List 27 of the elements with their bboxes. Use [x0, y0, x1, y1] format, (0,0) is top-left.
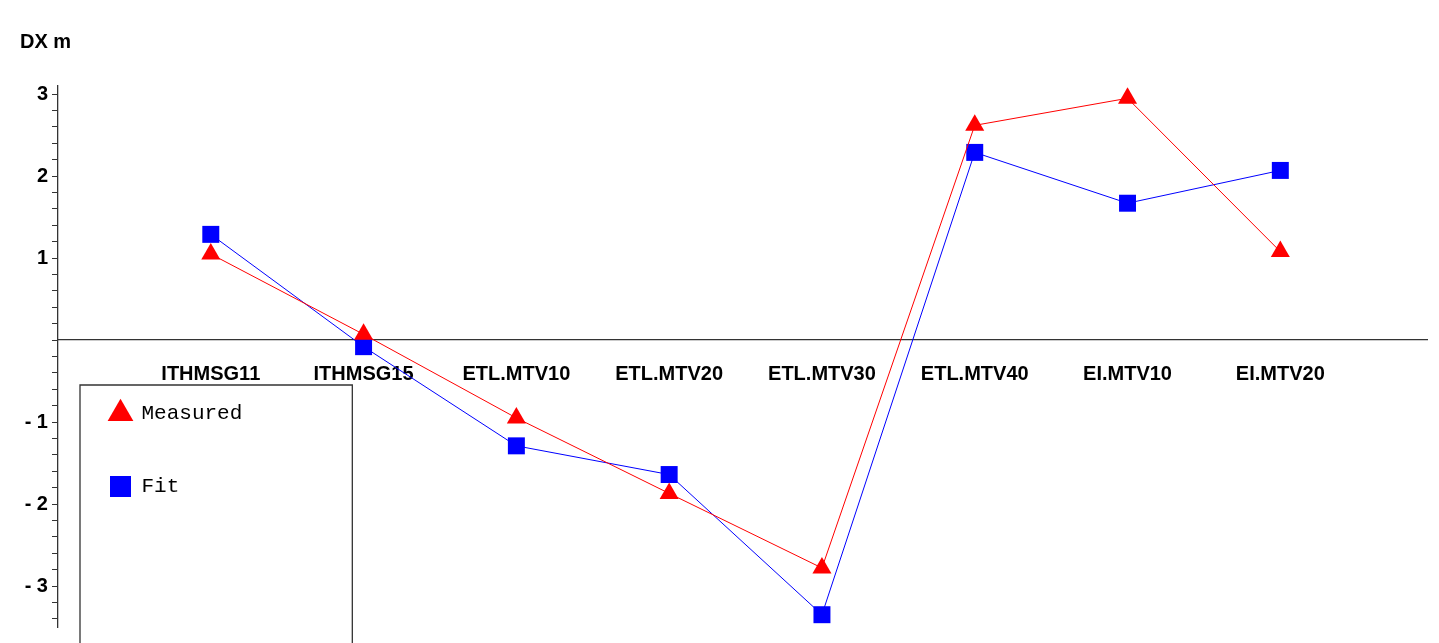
point [1271, 161, 1289, 179]
x-tick-label: ITHMSG11 [161, 361, 261, 384]
y-axis-title: DX m [20, 29, 72, 52]
point [507, 437, 525, 455]
point [1270, 240, 1290, 258]
y-tick-label: 3 [36, 81, 48, 104]
point [202, 225, 220, 243]
point [965, 114, 985, 131]
y-tick-label: - 2 [24, 491, 48, 514]
y-tick-label: 1 [36, 245, 48, 268]
x-tick-label: EI.MTV10 [1083, 361, 1172, 384]
point [966, 143, 984, 161]
x-tick-label: ETL.MTV40 [920, 361, 1029, 384]
x-tick-label: EI.MTV20 [1235, 361, 1325, 384]
point [1118, 87, 1138, 104]
legend-label: Measured [141, 402, 243, 426]
point [660, 466, 678, 484]
point [813, 606, 831, 624]
y-tick-label: - 3 [24, 573, 48, 596]
y-tick-label: 2 [36, 163, 48, 186]
legend-label: Fit [141, 475, 180, 499]
point [201, 243, 221, 260]
x-tick-label: ETL.MTV10 [462, 361, 571, 384]
x-tick-label: ETL.MTV30 [768, 361, 876, 384]
x-tick-label: ETL.MTV20 [615, 361, 724, 384]
point [1119, 194, 1137, 212]
y-tick-label: - 1 [24, 409, 48, 432]
